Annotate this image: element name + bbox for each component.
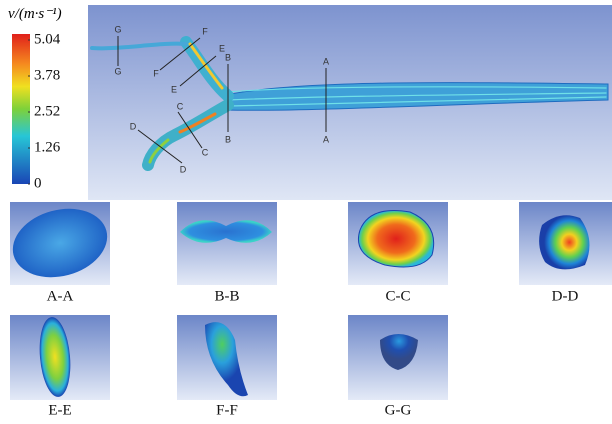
colorbar-tick-label: 2.52	[34, 103, 60, 119]
section-marker: E	[171, 84, 177, 94]
section-marker: C	[177, 101, 184, 111]
panel-label: A-A	[47, 288, 74, 304]
panel-labels: A-A B-B C-C D-D E-E F-F G-G	[47, 288, 579, 418]
section-marker: D	[130, 121, 137, 131]
panels	[5, 199, 612, 400]
section-marker: B	[225, 134, 231, 144]
panel-label: C-C	[385, 288, 410, 304]
panel-label: D-D	[552, 288, 579, 304]
panel-label: E-E	[48, 402, 71, 418]
colorbar	[12, 34, 30, 184]
panel-label: B-B	[214, 288, 239, 304]
section-marker: F	[202, 26, 208, 36]
panel-label: G-G	[385, 402, 412, 418]
colorbar-tick-label: 0	[34, 175, 42, 191]
figure: v/(m·s⁻¹) A-A B-B C-C D-D E-E F-F G-G 5.…	[0, 0, 612, 424]
colorbar-tick-label: 5.04	[34, 31, 61, 47]
colorbar-tick-label: 3.78	[34, 67, 60, 83]
section-marker: A	[323, 134, 329, 144]
figure-canvas: v/(m·s⁻¹) A-A B-B C-C D-D E-E F-F G-G 5.…	[0, 0, 612, 424]
section-marker: B	[225, 52, 231, 62]
section-marker: C	[202, 147, 209, 157]
section-marker: G	[114, 24, 121, 34]
panel-label: F-F	[216, 402, 238, 418]
section-marker: D	[180, 164, 187, 174]
colorbar-title: v/(m·s⁻¹)	[8, 6, 62, 22]
section-marker: E	[219, 43, 225, 53]
colorbar-tick-label: 1.26	[34, 139, 61, 155]
section-marker: F	[153, 68, 159, 78]
section-marker: A	[323, 56, 329, 66]
section-marker: G	[114, 66, 121, 76]
